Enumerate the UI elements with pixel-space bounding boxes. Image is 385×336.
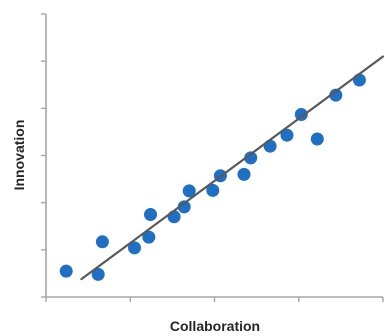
data-point — [91, 267, 105, 281]
data-points — [59, 73, 366, 281]
data-point — [59, 264, 73, 278]
y-axis — [41, 13, 47, 298]
data-point — [310, 132, 324, 146]
data-point — [206, 183, 220, 197]
x-axis-title: Collaboration — [170, 318, 260, 334]
data-point — [167, 210, 181, 224]
data-point — [144, 208, 157, 221]
y-axis-title: Innovation — [11, 120, 27, 191]
data-point — [294, 108, 308, 121]
data-point — [263, 139, 277, 153]
y-axis-ticks — [41, 13, 46, 298]
x-axis — [45, 296, 384, 302]
data-point — [329, 88, 343, 102]
data-point — [280, 128, 294, 142]
data-point — [237, 167, 251, 181]
data-point — [177, 200, 191, 214]
data-point — [128, 241, 141, 255]
x-axis-ticks — [45, 297, 384, 302]
data-point — [142, 230, 156, 244]
data-point — [244, 151, 258, 165]
data-point — [95, 235, 109, 249]
trendline — [80, 55, 385, 281]
data-point — [352, 73, 366, 87]
data-point — [182, 184, 196, 198]
